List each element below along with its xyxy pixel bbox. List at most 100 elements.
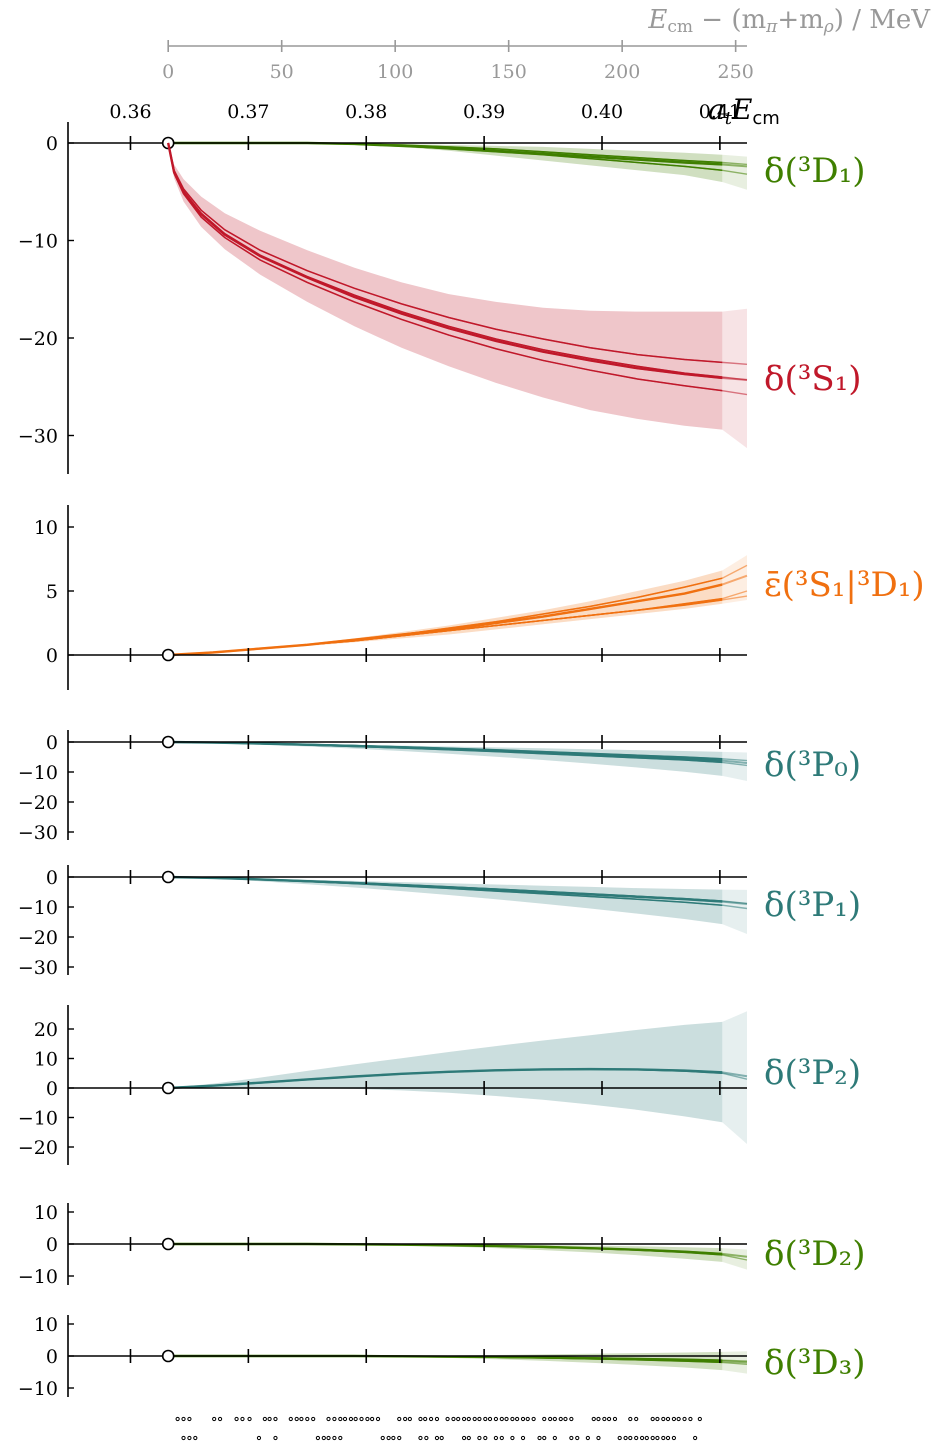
energy-level-dot [661, 1416, 666, 1422]
energy-level-dot [380, 1435, 385, 1441]
energy-axis-label: atEcm [708, 93, 780, 129]
energy-level-dot [456, 1416, 461, 1422]
energy-tick-label: 0.38 [345, 101, 387, 123]
energy-level-dot [585, 1435, 590, 1441]
energy-level-dot [461, 1435, 467, 1441]
threshold-marker [161, 735, 175, 749]
energy-level-dot [234, 1416, 239, 1422]
mev-tick-label: 50 [270, 61, 294, 83]
energy-level-dot [212, 1416, 217, 1422]
energy-level-dot [493, 1416, 499, 1422]
energy-level-dot [628, 1435, 633, 1441]
energy-level-dot [525, 1416, 530, 1422]
series-line [168, 1068, 723, 1089]
error-band-fit-region [168, 1351, 723, 1371]
energy-level-dot [602, 1416, 607, 1422]
energy-level-dot [542, 1435, 547, 1441]
energy-level-dot [217, 1416, 223, 1422]
energy-level-dot [338, 1416, 343, 1422]
energy-level-dot [697, 1416, 702, 1422]
y-tick-label: 0 [46, 867, 58, 889]
energy-level-dot [256, 1435, 262, 1441]
y-tick-label: 0 [46, 133, 58, 155]
energy-level-dot [407, 1416, 412, 1422]
panel-ε̄(3S1|3D1): 0 5 10 ε̄(³S₁|³D₁) [34, 505, 925, 690]
energy-level-dot [552, 1416, 557, 1422]
energy-level-dot [359, 1416, 364, 1422]
y-tick-label: 0 [46, 1078, 58, 1100]
energy-level-dot [187, 1435, 192, 1441]
y-tick-label: 0 [46, 732, 58, 754]
energy-level-dot [634, 1435, 639, 1441]
energy-level-dot [650, 1435, 655, 1441]
energy-level-dot [342, 1416, 348, 1422]
y-tick-label: −10 [18, 1108, 58, 1130]
energy-level-dot [326, 1435, 331, 1441]
series-line [168, 876, 723, 902]
error-band-fit-region [168, 1244, 723, 1262]
energy-level-dot [262, 1416, 267, 1422]
energy-level-dot [353, 1416, 358, 1422]
energy-level-dot [650, 1416, 655, 1422]
series-line [168, 741, 723, 760]
panel-δ(3D2): 10 0 −10 δ(³D₂) [18, 1202, 866, 1288]
energy-level-dot [617, 1435, 622, 1441]
energy-level-dot [671, 1416, 677, 1422]
energy-level-dot [418, 1435, 423, 1441]
energy-level-dots [175, 1416, 702, 1441]
energy-level-dot [563, 1416, 568, 1422]
panel-δ(3D1): 0 −10 −20 −30 δ(³D₁) [18, 122, 866, 474]
energy-level-dot [240, 1416, 245, 1422]
panel-label: δ(³P₀) [764, 745, 861, 785]
panel-δ(3P0): 0 −10 −20 −30 δ(³P₀) [18, 730, 861, 844]
y-tick-label: −10 [18, 1378, 58, 1400]
energy-level-dot [634, 1416, 639, 1422]
energy-level-dot [487, 1416, 493, 1422]
threshold-marker [161, 648, 175, 662]
energy-level-dot [477, 1435, 482, 1441]
mev-tick-label: 200 [604, 61, 640, 83]
y-tick-label: −10 [18, 231, 58, 253]
error-band-fit-region [168, 570, 723, 655]
energy-level-dot [655, 1416, 660, 1422]
y-tick-label: 20 [34, 1019, 58, 1041]
energy-level-dot [596, 1435, 601, 1441]
energy-level-dot [424, 1435, 429, 1441]
energy-level-dot [375, 1416, 381, 1422]
energy-level-dot [181, 1435, 186, 1441]
energy-level-dot [591, 1416, 596, 1422]
error-band-extrapolated [168, 1011, 747, 1145]
energy-level-dot [175, 1416, 180, 1422]
energy-level-dot [288, 1416, 293, 1422]
energy-level-dot [386, 1435, 391, 1441]
panel-label: δ(³S₁) [764, 359, 862, 399]
energy-level-dot [273, 1416, 278, 1422]
mev-tick-label: 150 [491, 61, 527, 83]
y-tick-label: 10 [34, 1314, 58, 1336]
energy-level-dot [483, 1416, 488, 1422]
energy-level-dot [391, 1435, 396, 1441]
energy-level-dot [569, 1416, 574, 1422]
energy-level-dot [466, 1435, 471, 1441]
threshold-marker [161, 1081, 175, 1095]
energy-level-dot [451, 1416, 456, 1422]
energy-level-dot [531, 1416, 536, 1422]
energy-level-dot [332, 1416, 337, 1422]
energy-level-dot [403, 1416, 408, 1422]
energy-level-dot [493, 1435, 499, 1441]
energy-level-dot [676, 1416, 681, 1422]
y-tick-label: −30 [18, 426, 58, 448]
energy-level-dot [639, 1435, 645, 1441]
energy-level-dot [445, 1416, 450, 1422]
series-line [168, 597, 723, 656]
y-tick-label: −10 [18, 1266, 58, 1288]
y-tick-label: −30 [18, 822, 58, 844]
error-band-extrapolated [168, 555, 747, 655]
energy-level-dot [311, 1416, 316, 1422]
energy-level-dot [575, 1435, 580, 1441]
energy-level-dot [682, 1416, 687, 1422]
energy-level-dot [520, 1435, 526, 1441]
y-tick-label: 5 [46, 581, 58, 603]
energy-level-dot [397, 1435, 402, 1441]
panel-label: δ(³D₃) [764, 1343, 866, 1383]
